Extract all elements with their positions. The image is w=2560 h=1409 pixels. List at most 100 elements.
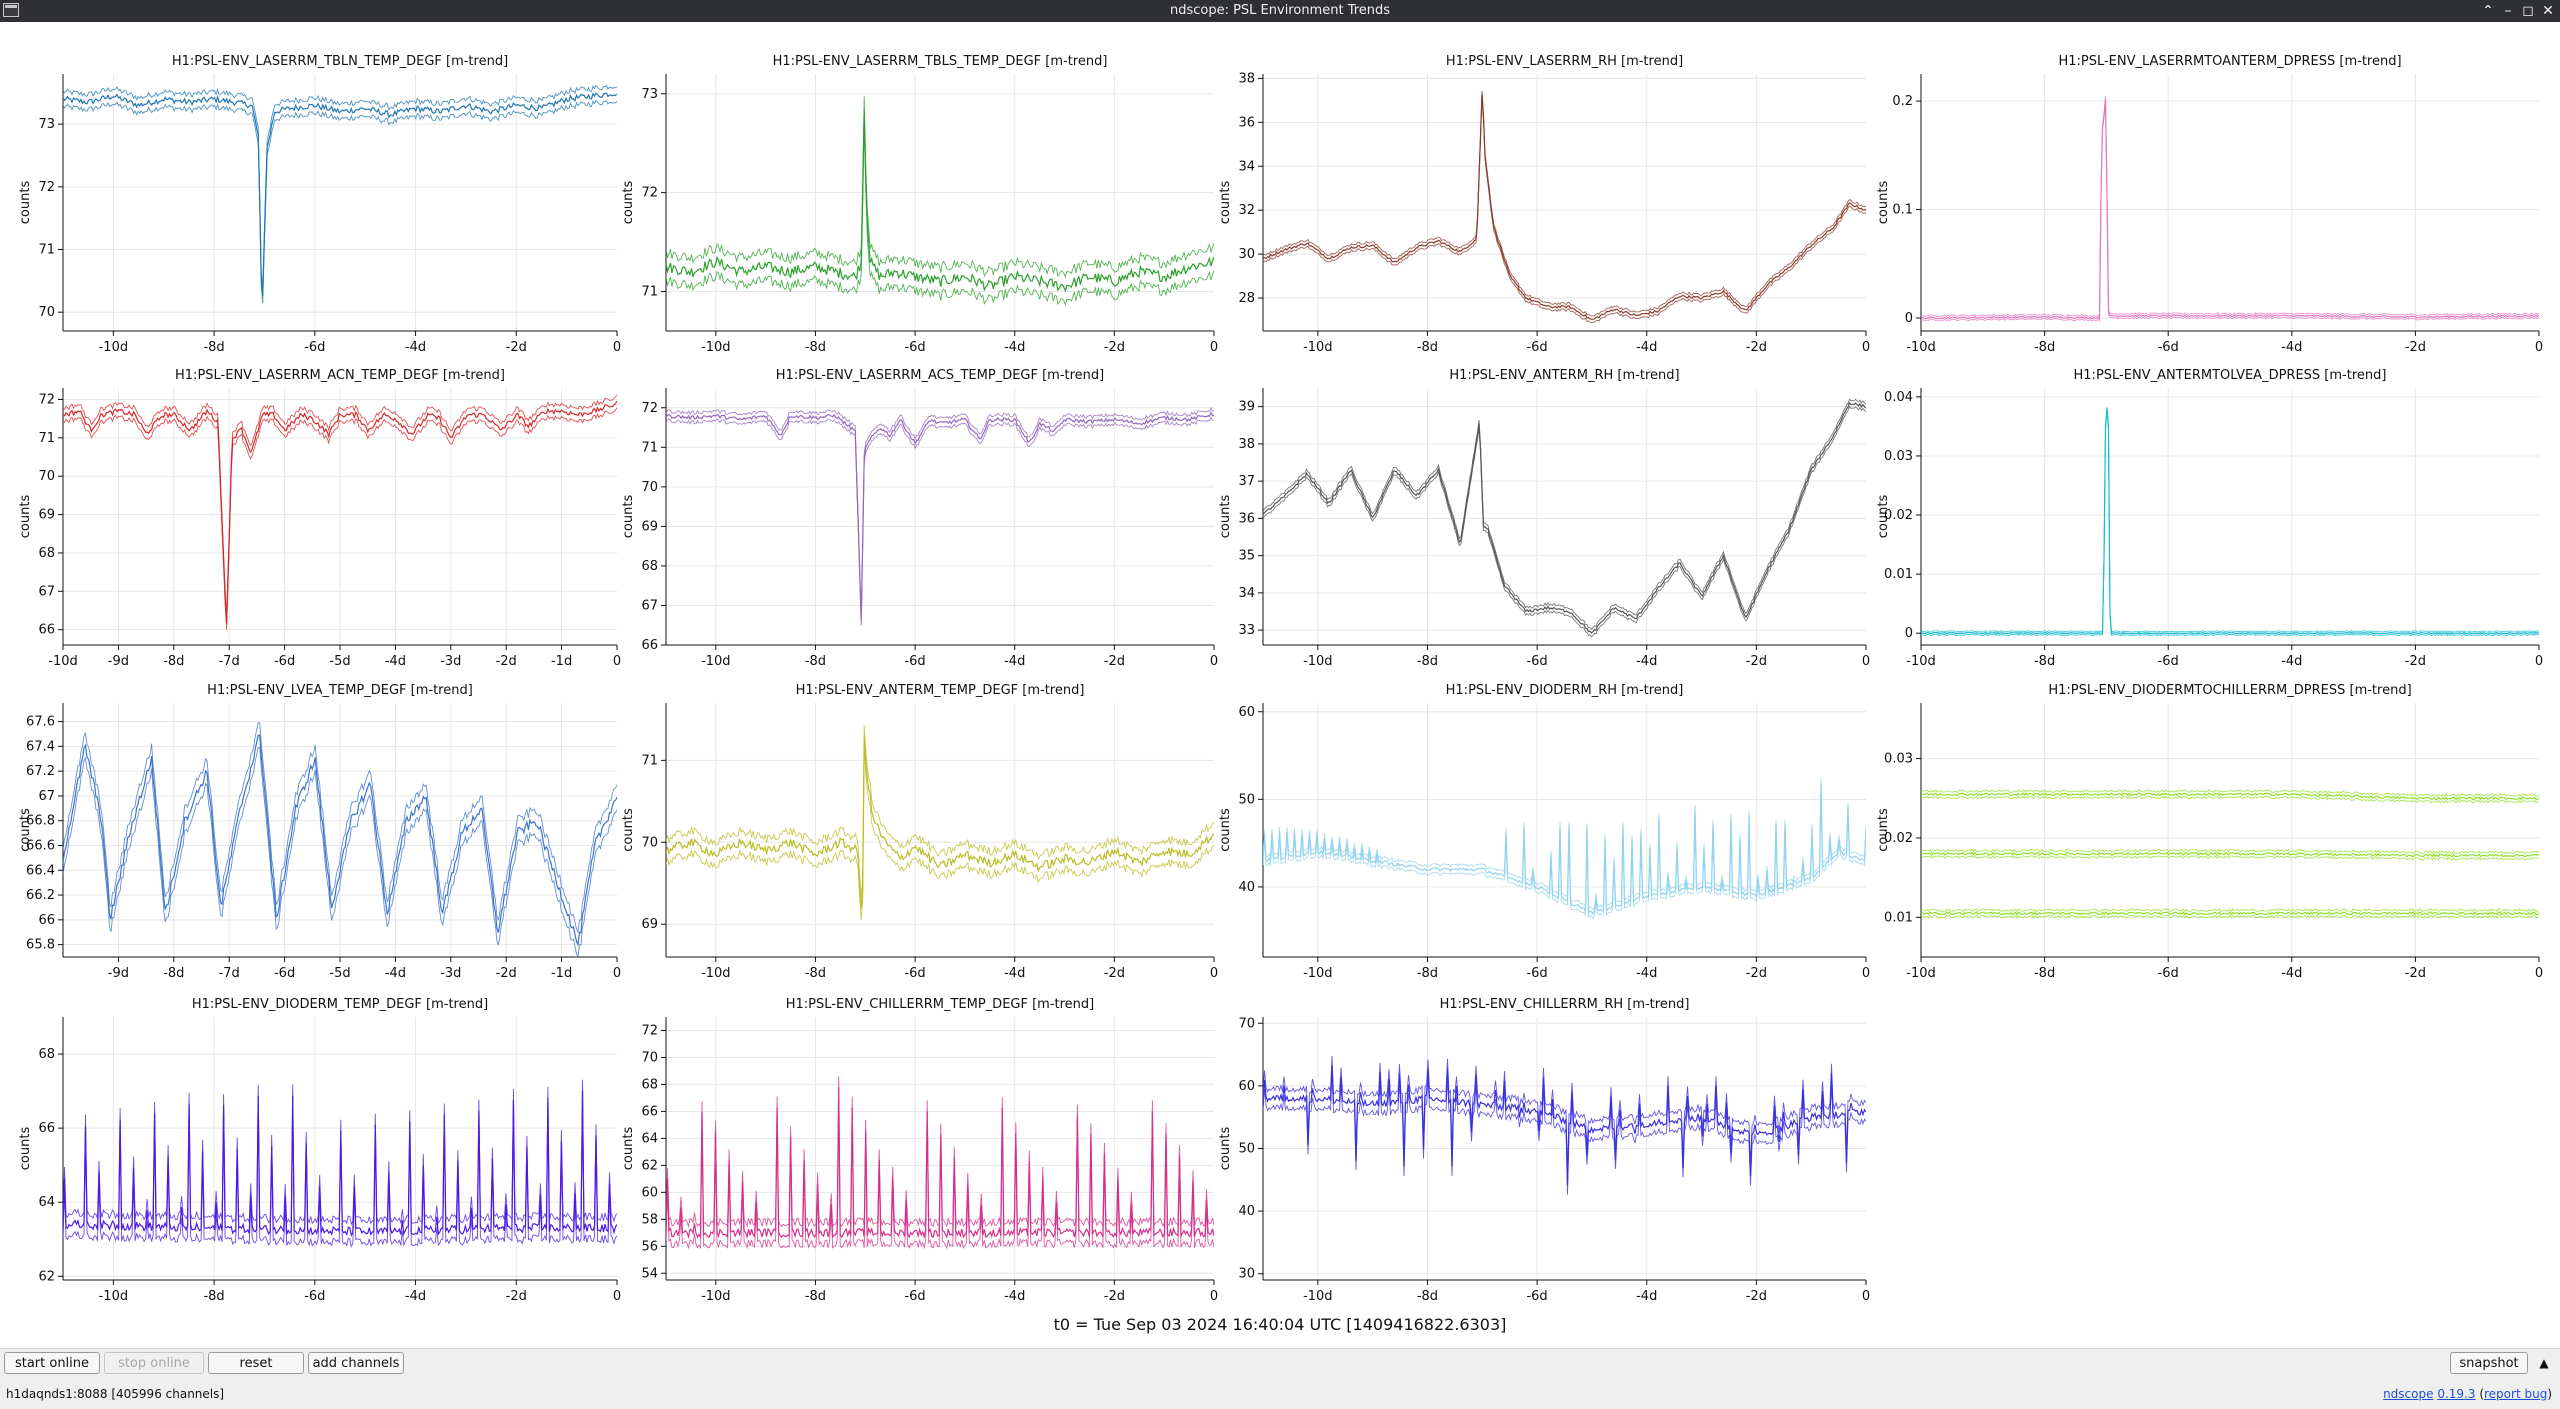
y-tick-label: 71	[38, 243, 55, 258]
plot-7[interactable]: H1:PSL-ENV_ANTERM_RH [m-trend] -10d -8d -6d…	[1218, 368, 1870, 669]
series-line	[666, 1076, 1214, 1228]
y-tick-label: 69	[641, 519, 658, 534]
plot-data	[1921, 407, 2539, 637]
x-tick-label: -4d	[1004, 1289, 1025, 1304]
plot-title: H1:PSL-ENV_LASERRM_ACS_TEMP_DEGF [m-tren…	[776, 368, 1105, 383]
y-tick-label: 67.6	[26, 715, 55, 730]
y-tick-label: 37	[1238, 474, 1255, 489]
x-tick-label: -8d	[1417, 340, 1438, 355]
x-tick-label: -8d	[163, 654, 184, 669]
plot-8[interactable]: H1:PSL-ENV_ANTERMTOLVEA_DPRESS [m-trend]…	[1876, 368, 2543, 669]
plot-5[interactable]: H1:PSL-ENV_LASERRM_ACN_TEMP_DEGF [m-tren…	[18, 368, 621, 669]
x-tick-label: -10d	[99, 340, 129, 355]
series-line	[1921, 914, 2539, 919]
x-tick-label: -8d	[163, 966, 184, 981]
plot-grid[interactable]: H1:PSL-ENV_LASERRM_TBLN_TEMP_DEGF [m-tre…	[0, 22, 2560, 1312]
keep-above-icon[interactable]: ⌃	[2482, 3, 2494, 19]
y-tick-label: 36	[1238, 511, 1255, 526]
y-axis-label: counts	[1218, 1127, 1233, 1171]
plot-14[interactable]: H1:PSL-ENV_CHILLERRM_TEMP_DEGF [m-trend]…	[621, 997, 1218, 1304]
x-tick-label: 0	[2535, 966, 2543, 981]
plot-6[interactable]: H1:PSL-ENV_LASERRM_ACS_TEMP_DEGF [m-tren…	[621, 368, 1218, 669]
x-tick-label: -6d	[274, 966, 295, 981]
plot-9[interactable]: H1:PSL-ENV_LVEA_TEMP_DEGF [m-trend] -9d -8…	[18, 683, 621, 981]
close-icon[interactable]: ✕	[2542, 3, 2554, 19]
plots-canvas[interactable]: H1:PSL-ENV_LASERRM_TBLN_TEMP_DEGF [m-tre…	[0, 22, 2560, 1312]
y-tick-label: 66	[641, 1104, 658, 1119]
report-paren-open: (	[2479, 1387, 2484, 1401]
series-line	[1263, 97, 1866, 324]
y-tick-label: 67.2	[26, 764, 55, 779]
x-tick-label: -4d	[1636, 654, 1657, 669]
y-tick-label: 38	[1238, 437, 1255, 452]
x-tick-label: 0	[1210, 340, 1218, 355]
x-tick-label: -10d	[99, 1289, 129, 1304]
plot-2[interactable]: H1:PSL-ENV_LASERRM_TBLS_TEMP_DEGF [m-tre…	[621, 54, 1218, 355]
series-line	[666, 725, 1214, 898]
x-tick-label: -2d	[2405, 340, 2426, 355]
report-bug-link[interactable]: report bug	[2484, 1387, 2548, 1401]
y-tick-label: 73	[641, 87, 658, 102]
window-titlebar: ndscope: PSL Environment Trends ⌃ – ◻ ✕	[0, 0, 2560, 22]
y-tick-label: 0.01	[1884, 567, 1913, 582]
x-tick-label: -10d	[701, 966, 731, 981]
x-tick-label: -2d	[1104, 654, 1125, 669]
y-tick-label: 72	[641, 1023, 658, 1038]
t0-label: t0 = Tue Sep 03 2024 16:40:04 UTC [14094…	[1053, 1315, 1507, 1334]
app-icon[interactable]	[3, 3, 19, 17]
x-tick-label: -2d	[496, 966, 517, 981]
plot-4[interactable]: H1:PSL-ENV_LASERRMTOANTERM_DPRESS [m-tre…	[1876, 54, 2543, 355]
y-tick-label: 60	[1238, 1079, 1255, 1094]
plot-1[interactable]: H1:PSL-ENV_LASERRM_TBLN_TEMP_DEGF [m-tre…	[18, 54, 621, 355]
y-tick-label: 72	[641, 186, 658, 201]
x-tick-label: -8d	[2034, 340, 2055, 355]
y-tick-label: 68	[38, 1047, 55, 1062]
series-line	[1263, 786, 1866, 920]
plot-10[interactable]: H1:PSL-ENV_ANTERM_TEMP_DEGF [m-trend] -10…	[621, 683, 1218, 981]
maximize-icon[interactable]: ◻	[2522, 3, 2534, 19]
minimize-icon[interactable]: –	[2504, 3, 2512, 19]
plot-title: H1:PSL-ENV_LASERRM_ACN_TEMP_DEGF [m-tren…	[175, 368, 505, 383]
x-tick-label: -2d	[1746, 1289, 1767, 1304]
x-tick-label: -10d	[1303, 966, 1333, 981]
y-tick-label: 66	[38, 913, 55, 928]
collapse-arrow-icon[interactable]: ▲	[2539, 1356, 2549, 1370]
plot-12[interactable]: H1:PSL-ENV_DIODERMTOCHILLERRM_DPRESS [m-…	[1876, 683, 2543, 981]
app-link[interactable]: ndscope	[2383, 1387, 2434, 1401]
y-axis-label: counts	[1876, 808, 1891, 852]
x-tick-label: -5d	[329, 654, 350, 669]
series-line	[1921, 407, 2539, 633]
reset-button[interactable]: reset	[208, 1352, 304, 1374]
series-line	[666, 416, 1214, 626]
y-tick-label: 50	[1238, 792, 1255, 807]
x-tick-label: 0	[613, 340, 621, 355]
y-tick-label: 30	[1238, 247, 1255, 262]
series-line	[1921, 100, 2539, 323]
y-tick-label: 70	[1238, 1016, 1255, 1031]
x-tick-label: -2d	[506, 1289, 527, 1304]
y-tick-label: 32	[1238, 203, 1255, 218]
snapshot-button[interactable]: snapshot	[2450, 1352, 2528, 1374]
start-online-button[interactable]: start online	[4, 1352, 100, 1374]
y-tick-label: 72	[38, 393, 55, 408]
y-tick-label: 28	[1238, 291, 1255, 306]
x-tick-label: -5d	[329, 966, 350, 981]
plot-11[interactable]: H1:PSL-ENV_DIODERM_RH [m-trend] -10d -8d -6…	[1218, 683, 1870, 981]
y-tick-label: 0.02	[1884, 508, 1913, 523]
x-tick-label: -6d	[1526, 654, 1547, 669]
version-link[interactable]: 0.19.3	[2437, 1387, 2476, 1401]
plot-15[interactable]: H1:PSL-ENV_CHILLERRM_RH [m-trend] -10d -8d…	[1218, 997, 1870, 1304]
plot-13[interactable]: H1:PSL-ENV_DIODERM_TEMP_DEGF [m-trend] -1…	[18, 997, 621, 1304]
stop-online-button[interactable]: stop online	[104, 1352, 204, 1374]
series-line	[63, 400, 617, 624]
plot-data	[666, 96, 1214, 306]
x-tick-label: -6d	[1526, 1289, 1547, 1304]
add-channels-button[interactable]: add channels	[308, 1352, 404, 1374]
x-tick-label: -4d	[385, 966, 406, 981]
y-tick-label: 67	[641, 598, 658, 613]
series-line	[1921, 792, 2539, 801]
x-tick-label: -6d	[904, 340, 925, 355]
x-tick-label: -3d	[440, 654, 461, 669]
y-tick-label: 66.2	[26, 888, 55, 903]
plot-3[interactable]: H1:PSL-ENV_LASERRM_RH [m-trend] -10d -8d -6…	[1218, 54, 1870, 355]
